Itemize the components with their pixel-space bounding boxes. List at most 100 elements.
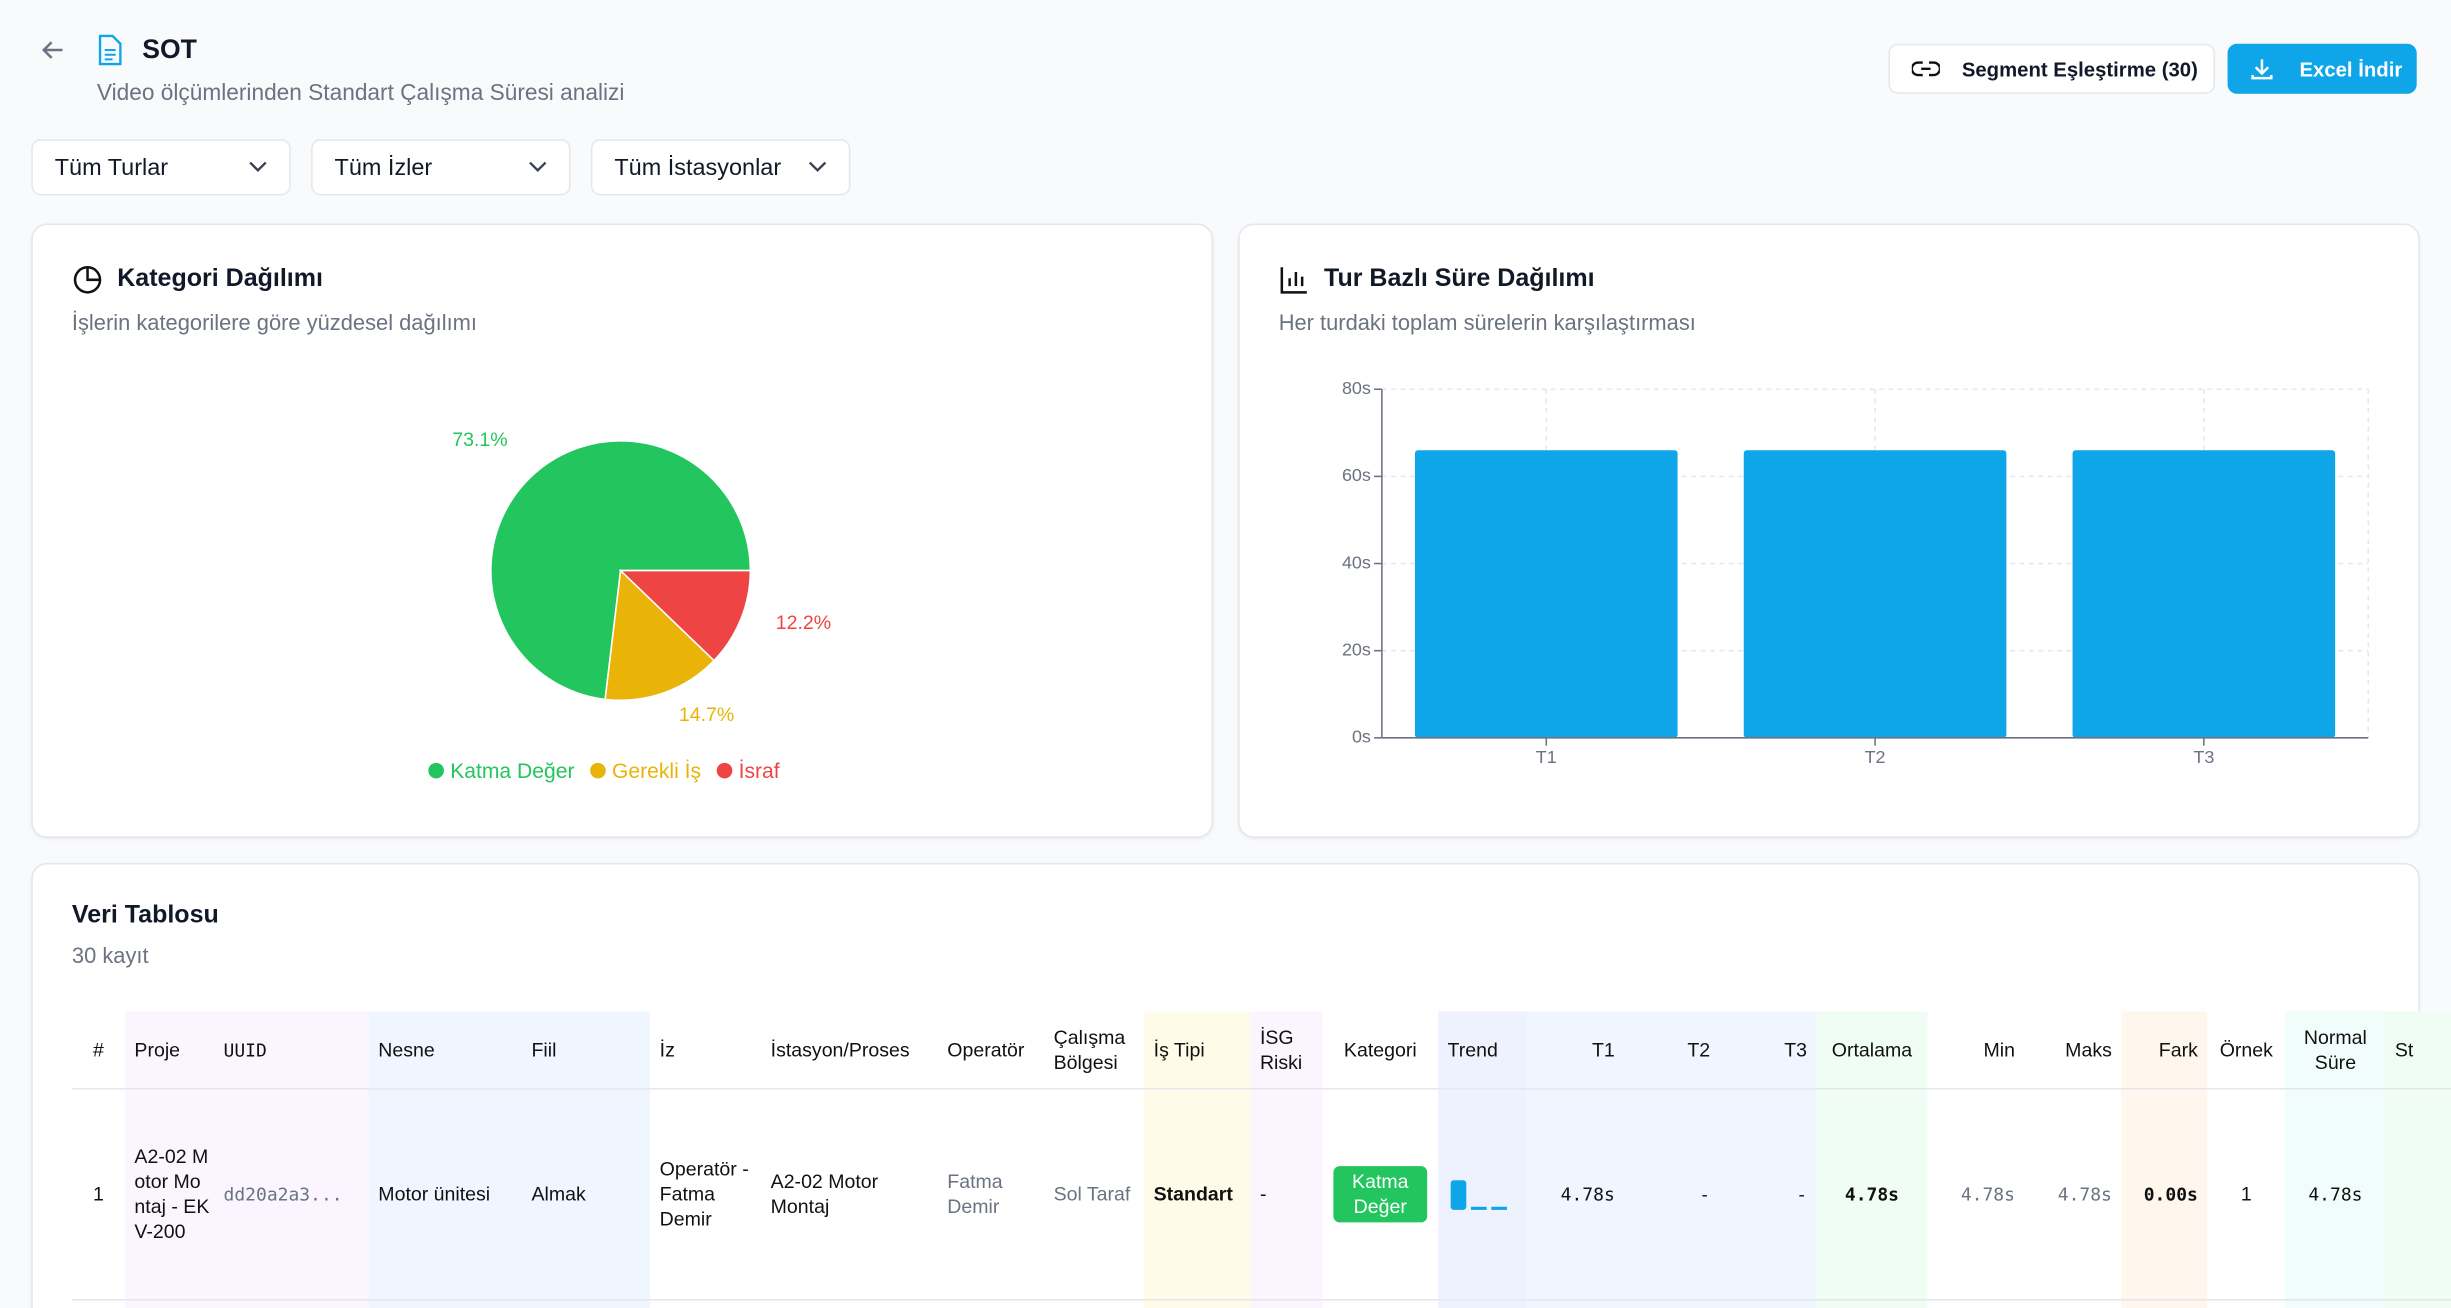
data-label: 14.7%: [679, 704, 734, 726]
table-cell: 4.78s: [1960, 1183, 2015, 1206]
filter-label: Tüm İstasyonlar: [614, 153, 782, 181]
x-tick-label: T3: [2193, 747, 2214, 767]
table-cell: dd20a2a3...: [223, 1183, 343, 1206]
pie-icon: [73, 266, 102, 294]
table-cell: 4.78s: [1560, 1183, 1615, 1206]
column-bg: [214, 1011, 369, 1308]
legend-dot: [716, 762, 733, 779]
column-header: Min: [1983, 1039, 2015, 1062]
doc-icon: [98, 34, 122, 66]
legend-label: Gerekli İş: [612, 760, 701, 783]
column-header: #: [93, 1039, 104, 1062]
column-bg: [1816, 1011, 1928, 1308]
column-bg: [937, 1011, 1045, 1308]
column-header: T3: [1784, 1039, 1808, 1062]
table-cell: 1: [2240, 1183, 2252, 1206]
y-tick-label: 60s: [1342, 465, 1371, 485]
column-header: Fiil: [531, 1039, 557, 1062]
table-cell: Fatma Demir: [947, 1170, 1003, 1218]
column-bg: [1044, 1011, 1145, 1308]
column-header: İSG Riski: [1259, 1027, 1303, 1074]
column-header: İş Tipi: [1153, 1039, 1205, 1062]
column-bg: [2024, 1011, 2122, 1308]
table-cell: -: [1699, 1183, 1711, 1206]
column-header: Normal Süre: [2303, 1027, 2367, 1074]
table-cell: 4.78s: [2308, 1183, 2363, 1206]
table-cell: 4.78s: [2057, 1183, 2112, 1206]
table-cell: A2-02 Motor Montaj - EKV-200: [134, 1145, 210, 1243]
column-bg: [1250, 1011, 1323, 1308]
bar: [1414, 450, 1678, 738]
column-header: Maks: [2065, 1039, 2112, 1062]
column-bg: [1438, 1011, 1528, 1308]
y-tick-label: 0s: [1352, 727, 1371, 747]
column-header: Trend: [1447, 1039, 1498, 1062]
table-cell: Almak: [531, 1183, 586, 1206]
column-bg: [1927, 1011, 2025, 1308]
column-bg: [1144, 1011, 1251, 1308]
column-header: Proje: [134, 1039, 181, 1062]
table-cell: 4.78s: [1844, 1183, 1899, 1206]
column-bg: [2121, 1011, 2208, 1308]
chevron: [249, 161, 267, 173]
filter-select[interactable]: Tüm Turlar: [31, 139, 291, 196]
table-title: Veri Tablosu: [71, 901, 219, 929]
back-icon[interactable]: [41, 38, 66, 63]
table-cell: 0.00s: [2143, 1183, 2198, 1206]
column-header: İstasyon/Proses: [770, 1039, 910, 1062]
column-header: Örnek: [2219, 1039, 2273, 1062]
table-cell: 1: [93, 1183, 104, 1206]
trend-cell: [1438, 1090, 1527, 1299]
excel-button[interactable]: Excel İndir: [2227, 43, 2417, 94]
column-bg: [1719, 1011, 1817, 1308]
category-badge: Katma Değer: [1333, 1166, 1428, 1223]
column-bg: [2207, 1011, 2286, 1308]
column-header: Fark: [2158, 1039, 2198, 1062]
data-label: 73.1%: [452, 429, 507, 451]
table-cell: Operatör - Fatma Demir: [659, 1158, 749, 1231]
column-header: Operatör: [947, 1039, 1025, 1062]
column-bg: [1527, 1011, 1625, 1308]
segment-button[interactable]: Segment Eşleştirme (30): [1888, 43, 2216, 94]
chevron: [808, 161, 827, 173]
filter-label: Tüm İzler: [334, 153, 433, 181]
column-header: Çalışma Bölgesi: [1053, 1027, 1126, 1074]
column-bg: [2385, 1011, 2451, 1308]
row-divider: [71, 1087, 2451, 1090]
bar: [2072, 450, 2336, 738]
x-tick-label: T1: [1536, 747, 1557, 767]
link-icon: [1911, 61, 1940, 77]
column-header: Ortalama: [1831, 1039, 1913, 1062]
page-subtitle: Video ölçümlerinden Standart Çalışma Sür…: [96, 81, 625, 107]
column-header: UUID: [223, 1039, 267, 1062]
table-cell: -: [1796, 1183, 1808, 1206]
column-bg: [761, 1011, 938, 1308]
column-bg: [1322, 1011, 1439, 1308]
column-header: T2: [1687, 1039, 1711, 1062]
bar-icon: [1280, 267, 1307, 294]
table-subtitle: 30 kayıt: [71, 942, 149, 968]
filter-select[interactable]: Tüm İstasyonlar: [590, 139, 851, 196]
card-subtitle: Her turdaki toplam sürelerin karşılaştır…: [1278, 309, 1696, 335]
y-tick-label: 80s: [1342, 378, 1371, 398]
category-cell: Katma Değer: [1322, 1090, 1438, 1299]
column-header: İz: [659, 1039, 675, 1062]
table-cell: A2-02 Motor Montaj: [770, 1170, 879, 1218]
filter-select[interactable]: Tüm İzler: [311, 139, 571, 196]
pie-slice: [618, 569, 752, 662]
table-cell: Standart: [1153, 1183, 1233, 1206]
y-tick-label: 40s: [1342, 552, 1371, 572]
column-bg: [368, 1011, 523, 1308]
chevron: [529, 161, 547, 173]
table-cell: -: [1259, 1183, 1267, 1206]
column-bg: [2285, 1011, 2386, 1308]
filter-label: Tüm Turlar: [54, 153, 169, 181]
card-title: Tur Bazlı Süre Dağılımı: [1324, 265, 1595, 293]
bar: [1743, 450, 2007, 738]
legend-label: İsraf: [739, 760, 780, 783]
column-bg: [522, 1011, 651, 1308]
button-label: Excel İndir: [2299, 57, 2403, 81]
column-header: Kategori: [1343, 1039, 1417, 1062]
x-tick-label: T2: [1865, 747, 1886, 767]
